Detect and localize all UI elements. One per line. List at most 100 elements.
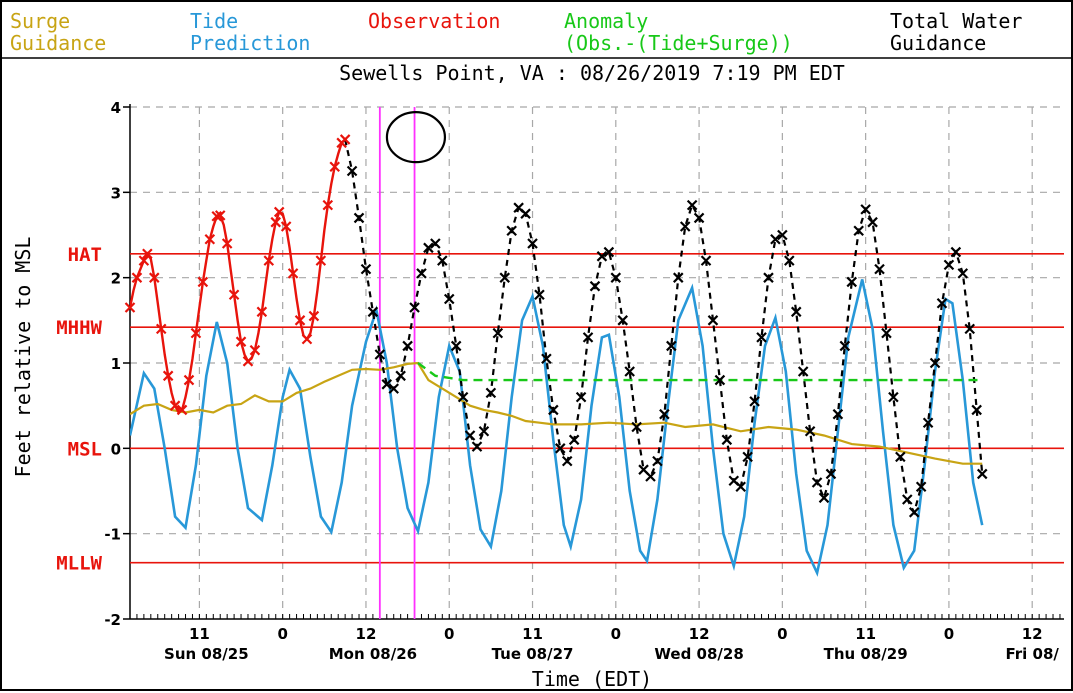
observation-point [183,374,195,386]
observation-point [142,248,153,260]
y-tick-label: 0 [111,440,121,458]
observation-point [315,255,327,266]
chart-title: Sewells Point, VA : 08/26/2019 7:19 PM E… [339,61,845,85]
total-water-point [416,268,427,279]
y-axis-title: Feet relative to MSL [11,237,35,478]
total-water-point [902,494,913,505]
x-axis-title: Time (EDT) [532,667,652,691]
x-tick-label: 0 [777,625,787,643]
total-water-point [534,289,545,301]
x-tick-label: 0 [944,625,954,643]
total-water-point [381,379,393,390]
observation-point [329,161,341,173]
total-water-point [839,340,851,352]
total-water-point [853,225,864,237]
total-water-point [478,425,490,437]
legend-total-line1: Total Water [890,9,1022,33]
y-tick-label: 1 [111,355,121,373]
total-water-point [770,233,781,245]
observation-point [131,272,143,283]
observation-point [256,306,268,318]
total-water-point [527,238,538,249]
total-water-point [874,263,885,275]
total-water-point [492,327,504,339]
total-water-point [367,306,379,318]
observation-point [270,216,282,228]
total-water-point [860,204,871,215]
observation-point [176,404,188,416]
total-water-point [971,404,982,416]
total-water-point [555,443,566,454]
total-water-point [624,366,635,377]
total-water-point [603,246,615,258]
total-water-point [374,349,386,360]
total-water-point [777,229,788,241]
y-tick-label: -2 [104,611,121,629]
legend-total-line2: Guidance [890,31,986,55]
total-water-point [388,383,399,394]
total-water-point [471,441,483,452]
total-water-point [964,323,976,335]
legend-surge-line2: Guidance [10,31,106,55]
total-water-point [423,242,434,254]
observation-point [149,272,160,283]
total-water-point [957,268,969,279]
total-water-point [402,340,413,352]
observation-point [294,315,306,326]
observation-point [124,302,136,313]
observation-point [249,344,261,356]
total-water-point [929,357,941,369]
observation-point [273,206,285,218]
series-observation-line [130,138,346,415]
total-water-point [895,451,906,463]
total-water-point [589,280,601,292]
total-water-point [749,396,760,407]
series-anomaly-line [417,362,983,382]
total-water-point [804,425,816,437]
total-water-point [666,340,677,352]
reference-label-hat: HAT [68,244,102,266]
legend-surge-line1: Surge [10,9,70,33]
total-water-point [950,246,962,258]
observation-point [169,400,181,411]
total-water-point [686,199,698,211]
observation-point [197,276,209,288]
total-water-point [790,306,802,318]
total-water-point [846,276,858,288]
total-water-point [735,481,746,493]
observation-point [242,356,254,367]
total-water-point [797,366,809,377]
x-tick-label: 0 [611,625,621,643]
total-water-point [457,391,469,403]
observation-point [235,336,247,347]
total-water-point [437,255,448,266]
total-water-point [395,370,406,382]
total-water-point [881,327,892,339]
total-water-point [915,481,927,493]
reference-label-mllw: MLLW [56,553,102,575]
x-day-label: Sun 08/25 [164,645,249,663]
total-water-point [353,212,365,224]
legend: Surge Guidance Tide Prediction Observati… [10,9,1022,55]
series-surge-line [130,361,983,465]
total-water-point [867,216,878,228]
x-tick-label: 12 [356,625,377,643]
total-water-point [811,477,823,488]
observation-point [301,333,313,345]
observation-point [280,221,292,232]
x-day-label: Mon 08/26 [329,645,417,663]
total-water-point [714,374,726,386]
observation-point [162,370,174,382]
total-water-point [506,225,517,237]
total-water-point [742,451,753,463]
observation-point [138,255,150,266]
x-tick-label: 11 [855,625,876,643]
legend-observation: Observation [368,9,500,33]
total-water-point [568,434,580,446]
reference-label-msl: MSL [68,438,102,460]
legend-tide-line2: Prediction [190,31,310,55]
y-tick-label: -1 [104,526,121,544]
x-tick-label: 0 [444,625,454,643]
